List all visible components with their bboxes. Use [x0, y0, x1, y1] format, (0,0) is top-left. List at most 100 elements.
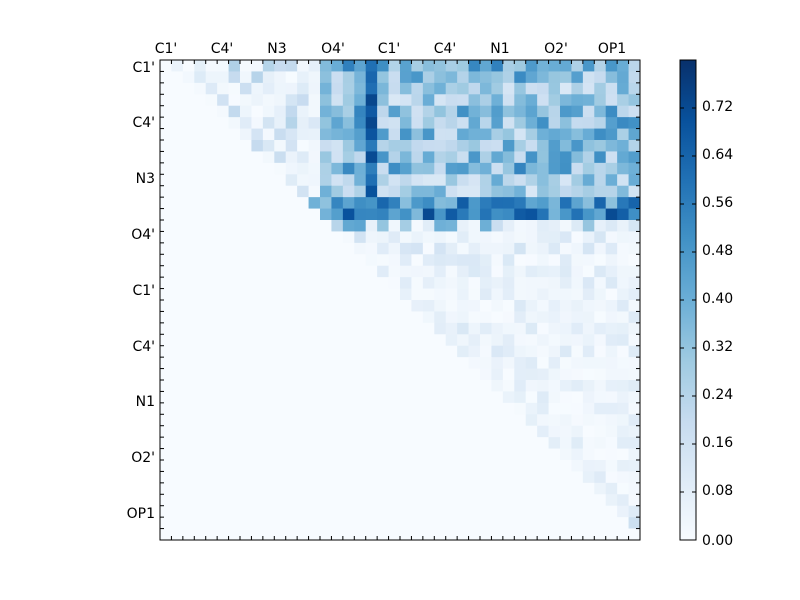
y-tick-label: C4' [132, 339, 155, 355]
heatmap-cell [342, 288, 355, 301]
heatmap-cell [297, 105, 309, 118]
heatmap-cell [320, 425, 332, 438]
heatmap-cell [388, 414, 401, 427]
heatmap-cell [228, 140, 241, 152]
heatmap-cell [480, 494, 492, 507]
heatmap-cell [468, 185, 481, 198]
heatmap-cell [251, 482, 264, 495]
heatmap-cell [228, 105, 241, 118]
heatmap-cell [468, 60, 481, 72]
heatmap-cell [228, 517, 241, 529]
heatmap-cell [320, 105, 332, 118]
heatmap-cell [388, 334, 401, 347]
heatmap-cell [320, 460, 332, 472]
heatmap-cell [308, 117, 321, 129]
heatmap-cell [331, 71, 344, 84]
heatmap-cell [297, 380, 309, 392]
heatmap-cell [457, 334, 469, 347]
heatmap-cell [537, 380, 549, 392]
heatmap-cell [445, 231, 458, 244]
heatmap-cell [434, 414, 447, 427]
heatmap-cell [297, 425, 309, 438]
heatmap-cell [297, 140, 309, 152]
heatmap-cell [480, 471, 492, 484]
heatmap-cell [320, 357, 332, 369]
y-tick-label: C1' [132, 60, 155, 76]
heatmap-cell [468, 482, 481, 495]
heatmap-cell [262, 528, 275, 541]
heatmap-cell [228, 94, 241, 107]
heatmap-cell [457, 220, 469, 232]
heatmap-cell [548, 482, 561, 495]
heatmap-cell [514, 185, 527, 198]
heatmap-cell [388, 494, 401, 507]
heatmap-cell [537, 517, 549, 529]
heatmap-cell [297, 60, 309, 72]
heatmap-cell [582, 197, 595, 209]
heatmap-cell [365, 460, 378, 472]
heatmap-cell [594, 60, 607, 72]
heatmap-cell [342, 437, 355, 449]
heatmap-cell [594, 242, 607, 255]
heatmap-cell [480, 265, 492, 278]
heatmap-cell [457, 174, 469, 187]
heatmap-cell [342, 60, 355, 72]
heatmap-cell [274, 82, 287, 95]
heatmap-cell [365, 208, 378, 221]
heatmap-cell [617, 528, 629, 541]
heatmap-cell [468, 71, 481, 84]
heatmap-cell [514, 311, 527, 324]
heatmap-cell [582, 208, 595, 221]
heatmap-cell [548, 334, 561, 347]
heatmap-cell [445, 277, 458, 289]
heatmap-cell [388, 357, 401, 369]
heatmap-cell [422, 437, 435, 449]
heatmap-cell [571, 140, 584, 152]
heatmap-cell [400, 220, 412, 232]
heatmap-cell [160, 288, 172, 301]
heatmap-cell [377, 185, 389, 198]
heatmap-cell [480, 460, 492, 472]
heatmap-cell [605, 254, 618, 267]
heatmap-cell [548, 128, 561, 141]
heatmap-cell [582, 60, 595, 72]
heatmap-cell [434, 242, 447, 255]
heatmap-cell [308, 277, 321, 289]
heatmap-cell [320, 117, 332, 129]
heatmap-cell [320, 528, 332, 541]
heatmap-cell [537, 140, 549, 152]
heatmap-cell [537, 208, 549, 221]
heatmap-cell [354, 94, 367, 107]
heatmap-cell [628, 128, 641, 141]
heatmap-cell [171, 505, 184, 518]
heatmap-cell [628, 60, 641, 72]
heatmap-cell [377, 220, 389, 232]
heatmap-cell [400, 71, 412, 84]
heatmap-cell [205, 505, 218, 518]
heatmap-cell [331, 242, 344, 255]
heatmap-cell [274, 94, 287, 107]
heatmap-cell [400, 140, 412, 152]
heatmap-cell [525, 162, 538, 175]
heatmap-cell [285, 425, 298, 438]
heatmap-cell [365, 528, 378, 541]
heatmap-cell [491, 448, 504, 461]
heatmap-cell [274, 311, 287, 324]
heatmap-cell [502, 505, 515, 518]
heatmap-cell [194, 242, 207, 255]
heatmap-cell [331, 414, 344, 427]
heatmap-cell [548, 151, 561, 164]
heatmap-cell [617, 94, 629, 107]
heatmap-cell [228, 345, 241, 358]
heatmap-cell [457, 117, 469, 129]
heatmap-cell [525, 425, 538, 438]
heatmap-cell [274, 448, 287, 461]
heatmap-cell [377, 71, 389, 84]
heatmap-cell [468, 391, 481, 404]
heatmap-cell [537, 460, 549, 472]
heatmap-cell [548, 254, 561, 267]
heatmap-cell [525, 185, 538, 198]
heatmap-cell [594, 197, 607, 209]
heatmap-cell [308, 437, 321, 449]
heatmap-cell [560, 174, 572, 187]
